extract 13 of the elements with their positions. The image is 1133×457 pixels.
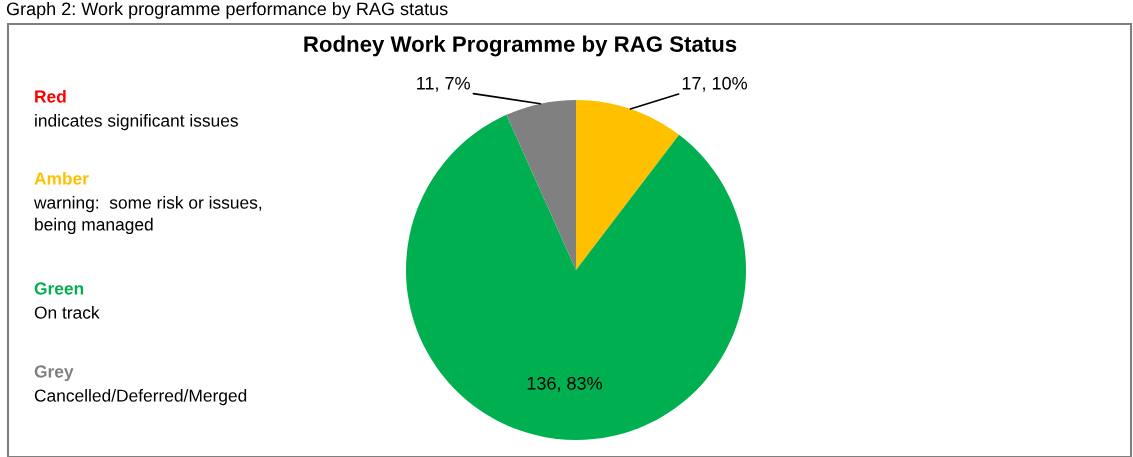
data-label: 17, 10% — [682, 76, 748, 92]
text: Amber — [34, 171, 89, 185]
text: Cancelled/Deferred/Merged — [34, 389, 247, 406]
text: warning: some risk or issues, being managed — [33, 196, 262, 235]
text: On track — [34, 306, 100, 319]
text: Red — [35, 89, 66, 103]
data-label: 136, 83% — [527, 376, 602, 392]
text: Grey — [34, 365, 74, 382]
caption: Graph 2: Work programme performance by RAG status — [6, 2, 448, 19]
text: Green — [34, 282, 84, 295]
data-label: 11, 7% — [417, 76, 470, 92]
text: indicates significant issues — [35, 114, 238, 131]
chart-title: Rodney Work Programme by RAG Status — [304, 35, 737, 57]
